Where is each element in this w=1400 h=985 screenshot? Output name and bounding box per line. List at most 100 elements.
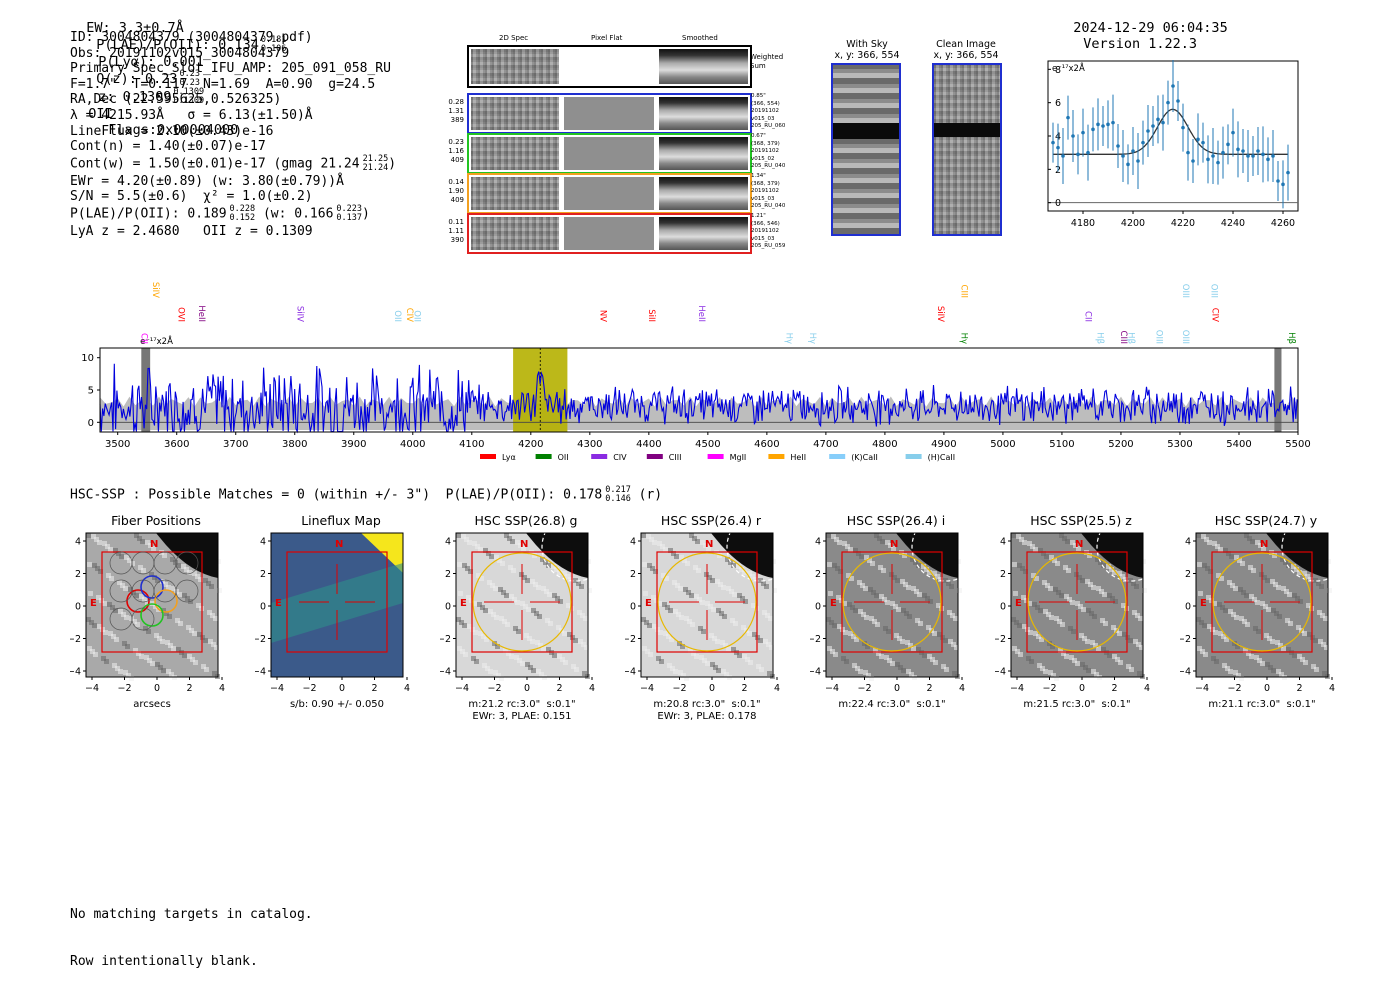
hsc-noise-pixel (503, 648, 508, 653)
hsc-noise-pixel (721, 669, 726, 674)
zoom-fit-curve (1053, 108, 1288, 155)
hsc-noise-pixel (163, 582, 168, 587)
hsc-noise-pixel (482, 663, 487, 668)
hsc-noise-pixel (1268, 665, 1273, 670)
hsc-noise-pixel (891, 546, 896, 551)
hsc-noise-pixel (555, 596, 560, 601)
hsc-noise-pixel (937, 632, 942, 637)
hsc-ytick-label: −2 (1180, 634, 1191, 645)
spec-xtick-label: 4300 (577, 439, 602, 450)
hsc-noise-pixel (647, 563, 652, 568)
hsc-noise-pixel (765, 613, 770, 618)
cutout-meta-line: 205_RU_040 (751, 203, 786, 210)
hsc-ytick-label: 0 (1185, 602, 1191, 613)
zoom-point (1121, 154, 1125, 158)
hsc-noise-pixel (1036, 634, 1041, 639)
info-plae2-w-lo: 0.137 (336, 212, 363, 223)
hsc-noise-pixel (841, 656, 846, 661)
hsc-noise-pixel (724, 672, 729, 677)
hsc-noise-pixel (679, 555, 684, 560)
hsc-yellow-aperture (1212, 552, 1312, 652)
hsc-noise-pixel (488, 609, 493, 614)
hsc-noise-pixel (1031, 573, 1036, 578)
cutout-row-meta: 1.34" (368, 379) 20191102 v015_03 205_RU_040 (751, 173, 785, 211)
hsc-noise-pixel (119, 554, 124, 559)
hsc-noise-pixel (898, 665, 903, 670)
hsc-noise-pixel (1249, 654, 1254, 659)
hsc-noise-pixel (135, 622, 140, 627)
spec-legend-label: CIII (669, 453, 682, 462)
hsc-noise-pixel (1095, 557, 1100, 562)
hsc-xtick-label: −4 (85, 683, 99, 694)
spec-legend-swatch (829, 454, 846, 459)
hsc-noise-pixel (157, 636, 162, 641)
hsc-xtick-label: −2 (1042, 683, 1056, 694)
hsc-noise-pixel (832, 563, 837, 568)
hsc-noise-pixel (1121, 603, 1126, 608)
hsc-noise-pixel (535, 640, 540, 645)
hsc-noise-pixel (139, 594, 144, 599)
hsc-noise-pixel (195, 574, 200, 579)
hsc-noise-pixel (1258, 543, 1263, 548)
hsc-noise-pixel (211, 642, 216, 647)
hsc-title: HSC-SSP : Possible Matches = 0 (within +… (70, 486, 662, 504)
hsc-noise-pixel (927, 570, 932, 575)
hsc-noise-pixel (1214, 659, 1219, 664)
hsc-noise-pixel (1196, 533, 1201, 538)
hsc-ytick-label: 0 (260, 602, 266, 613)
hsc-noise-pixel (466, 595, 471, 600)
hsc-noise-pixel (457, 562, 462, 567)
hsc-noise-pixel (649, 537, 654, 542)
hsc-noise-pixel (1235, 644, 1240, 649)
hsc-panel-image: N E 4 2 0 −2 −4 −4 −2 0 2 4 (70, 532, 225, 694)
hsc-noise-pixel (1265, 662, 1270, 667)
hsc-noise-pixel (565, 574, 570, 579)
hsc-noise-pixel (486, 551, 491, 556)
hsc-noise-pixel (1197, 562, 1202, 567)
hsc-noise-pixel (203, 578, 208, 583)
hsc-noise-pixel (850, 605, 855, 610)
z-hi: 0.1309 (173, 87, 205, 97)
north-label: N (1075, 539, 1083, 550)
hsc-noise-pixel (539, 672, 544, 677)
hsc-noise-pixel (903, 582, 908, 587)
hsc-noise-pixel (1251, 568, 1256, 573)
hsc-noise-pixel (587, 588, 592, 593)
hsc-noise-pixel (184, 567, 189, 572)
spec-line-label: HeII (696, 305, 706, 322)
north-label: N (705, 539, 713, 550)
hsc-noise-pixel (922, 593, 927, 598)
hsc-xtick-label: −2 (672, 683, 686, 694)
spec-line-label: NV (597, 310, 607, 322)
zoom-point (1286, 170, 1290, 175)
hsc-noise-pixel (656, 656, 661, 661)
hsc-noise-pixel (1049, 555, 1054, 560)
hsc-noise-pixel (893, 604, 898, 609)
cutout-meta-line: v015_03 (751, 195, 775, 202)
hsc-noise-pixel (733, 621, 738, 626)
hsc-noise-pixel (911, 586, 916, 591)
hsc-noise-pixel (1207, 540, 1212, 545)
hsc-noise-pixel (563, 660, 568, 665)
hsc-noise-pixel (827, 562, 832, 567)
hsc-noise-pixel (106, 573, 111, 578)
info-lineflux: LineFlux = 2.10(±0.43)e-16 (70, 123, 274, 139)
hsc-noise-pixel (702, 658, 707, 663)
hsc-noise-pixel (511, 568, 516, 573)
info-obs: Obs: 20191102v015_3004804379 (70, 45, 290, 61)
hsc-noise-pixel (1265, 578, 1270, 583)
hsc-neighbor-circle (541, 531, 598, 582)
hsc-noise-pixel (867, 558, 872, 563)
hsc-noise-pixel (854, 637, 859, 642)
hsc-noise-pixel (874, 533, 879, 538)
hsc-noise-pixel (1205, 566, 1210, 571)
hsc-noise-pixel (160, 579, 165, 584)
spec-line-label: SiIV (150, 282, 160, 298)
spec-line-label: CIV (404, 308, 414, 322)
hsc-noise-pixel (150, 661, 155, 666)
hsc-noise-pixel (914, 589, 919, 594)
hsc-noise-pixel (717, 553, 722, 558)
hsc-noise-pixel (1011, 617, 1016, 622)
hsc-noise-pixel (483, 548, 488, 553)
hsc-xtick-label: 4 (219, 683, 225, 694)
